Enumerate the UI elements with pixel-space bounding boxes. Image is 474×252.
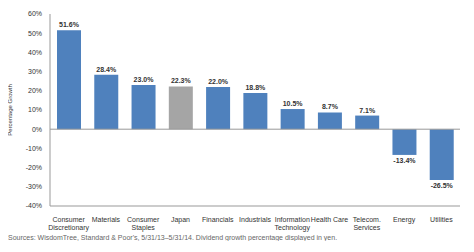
svg-text:-26.5%: -26.5% — [431, 182, 454, 189]
svg-text:-40%: -40% — [26, 202, 42, 209]
svg-text:51.6%: 51.6% — [59, 21, 80, 28]
svg-text:Utilities: Utilities — [430, 216, 453, 223]
svg-text:7.1%: 7.1% — [359, 107, 376, 114]
html-text:Sources: WisdomTree, Standard: Sources: WisdomTree, Standard & Poor's, … — [8, 234, 338, 241]
svg-text:18.8%: 18.8% — [245, 84, 266, 91]
svg-text:0%: 0% — [32, 126, 42, 133]
svg-text:10%: 10% — [28, 106, 42, 113]
svg-text:-30%: -30% — [26, 183, 42, 190]
svg-text:Materials: Materials — [92, 216, 121, 223]
svg-text:Industrials: Industrials — [239, 216, 271, 223]
svg-text:-20%: -20% — [26, 164, 42, 171]
svg-text:8.7%: 8.7% — [322, 103, 339, 110]
svg-text:Information: Information — [275, 216, 310, 223]
svg-text:Energy: Energy — [393, 216, 416, 224]
svg-text:50%: 50% — [28, 30, 42, 37]
svg-text:22.3%: 22.3% — [171, 77, 192, 84]
svg-text:-10%: -10% — [26, 145, 42, 152]
svg-text:Technology: Technology — [275, 224, 311, 232]
svg-text:40%: 40% — [28, 49, 42, 56]
svg-text:20%: 20% — [28, 87, 42, 94]
svg-text:60%: 60% — [28, 10, 42, 17]
svg-text:Consumer: Consumer — [127, 216, 160, 223]
svg-text:22.0%: 22.0% — [208, 78, 229, 85]
svg-text:Telecom.: Telecom. — [353, 216, 381, 223]
svg-text:28.4%: 28.4% — [96, 66, 117, 73]
svg-text:Percentage Growth: Percentage Growth — [8, 84, 13, 136]
svg-text:Discretionary: Discretionary — [48, 224, 89, 232]
svg-text:Consumer: Consumer — [52, 216, 85, 223]
svg-text:30%: 30% — [28, 68, 42, 75]
svg-text:23.0%: 23.0% — [134, 76, 155, 83]
svg-text:Financials: Financials — [202, 216, 234, 223]
svg-text:Staples: Staples — [132, 224, 156, 232]
svg-text:Japan: Japan — [171, 216, 190, 224]
svg-text:Services: Services — [353, 224, 380, 231]
svg-text:Health Care: Health Care — [311, 216, 348, 223]
svg-text:-13.4%: -13.4% — [393, 157, 416, 164]
svg-text:10.5%: 10.5% — [283, 100, 304, 107]
